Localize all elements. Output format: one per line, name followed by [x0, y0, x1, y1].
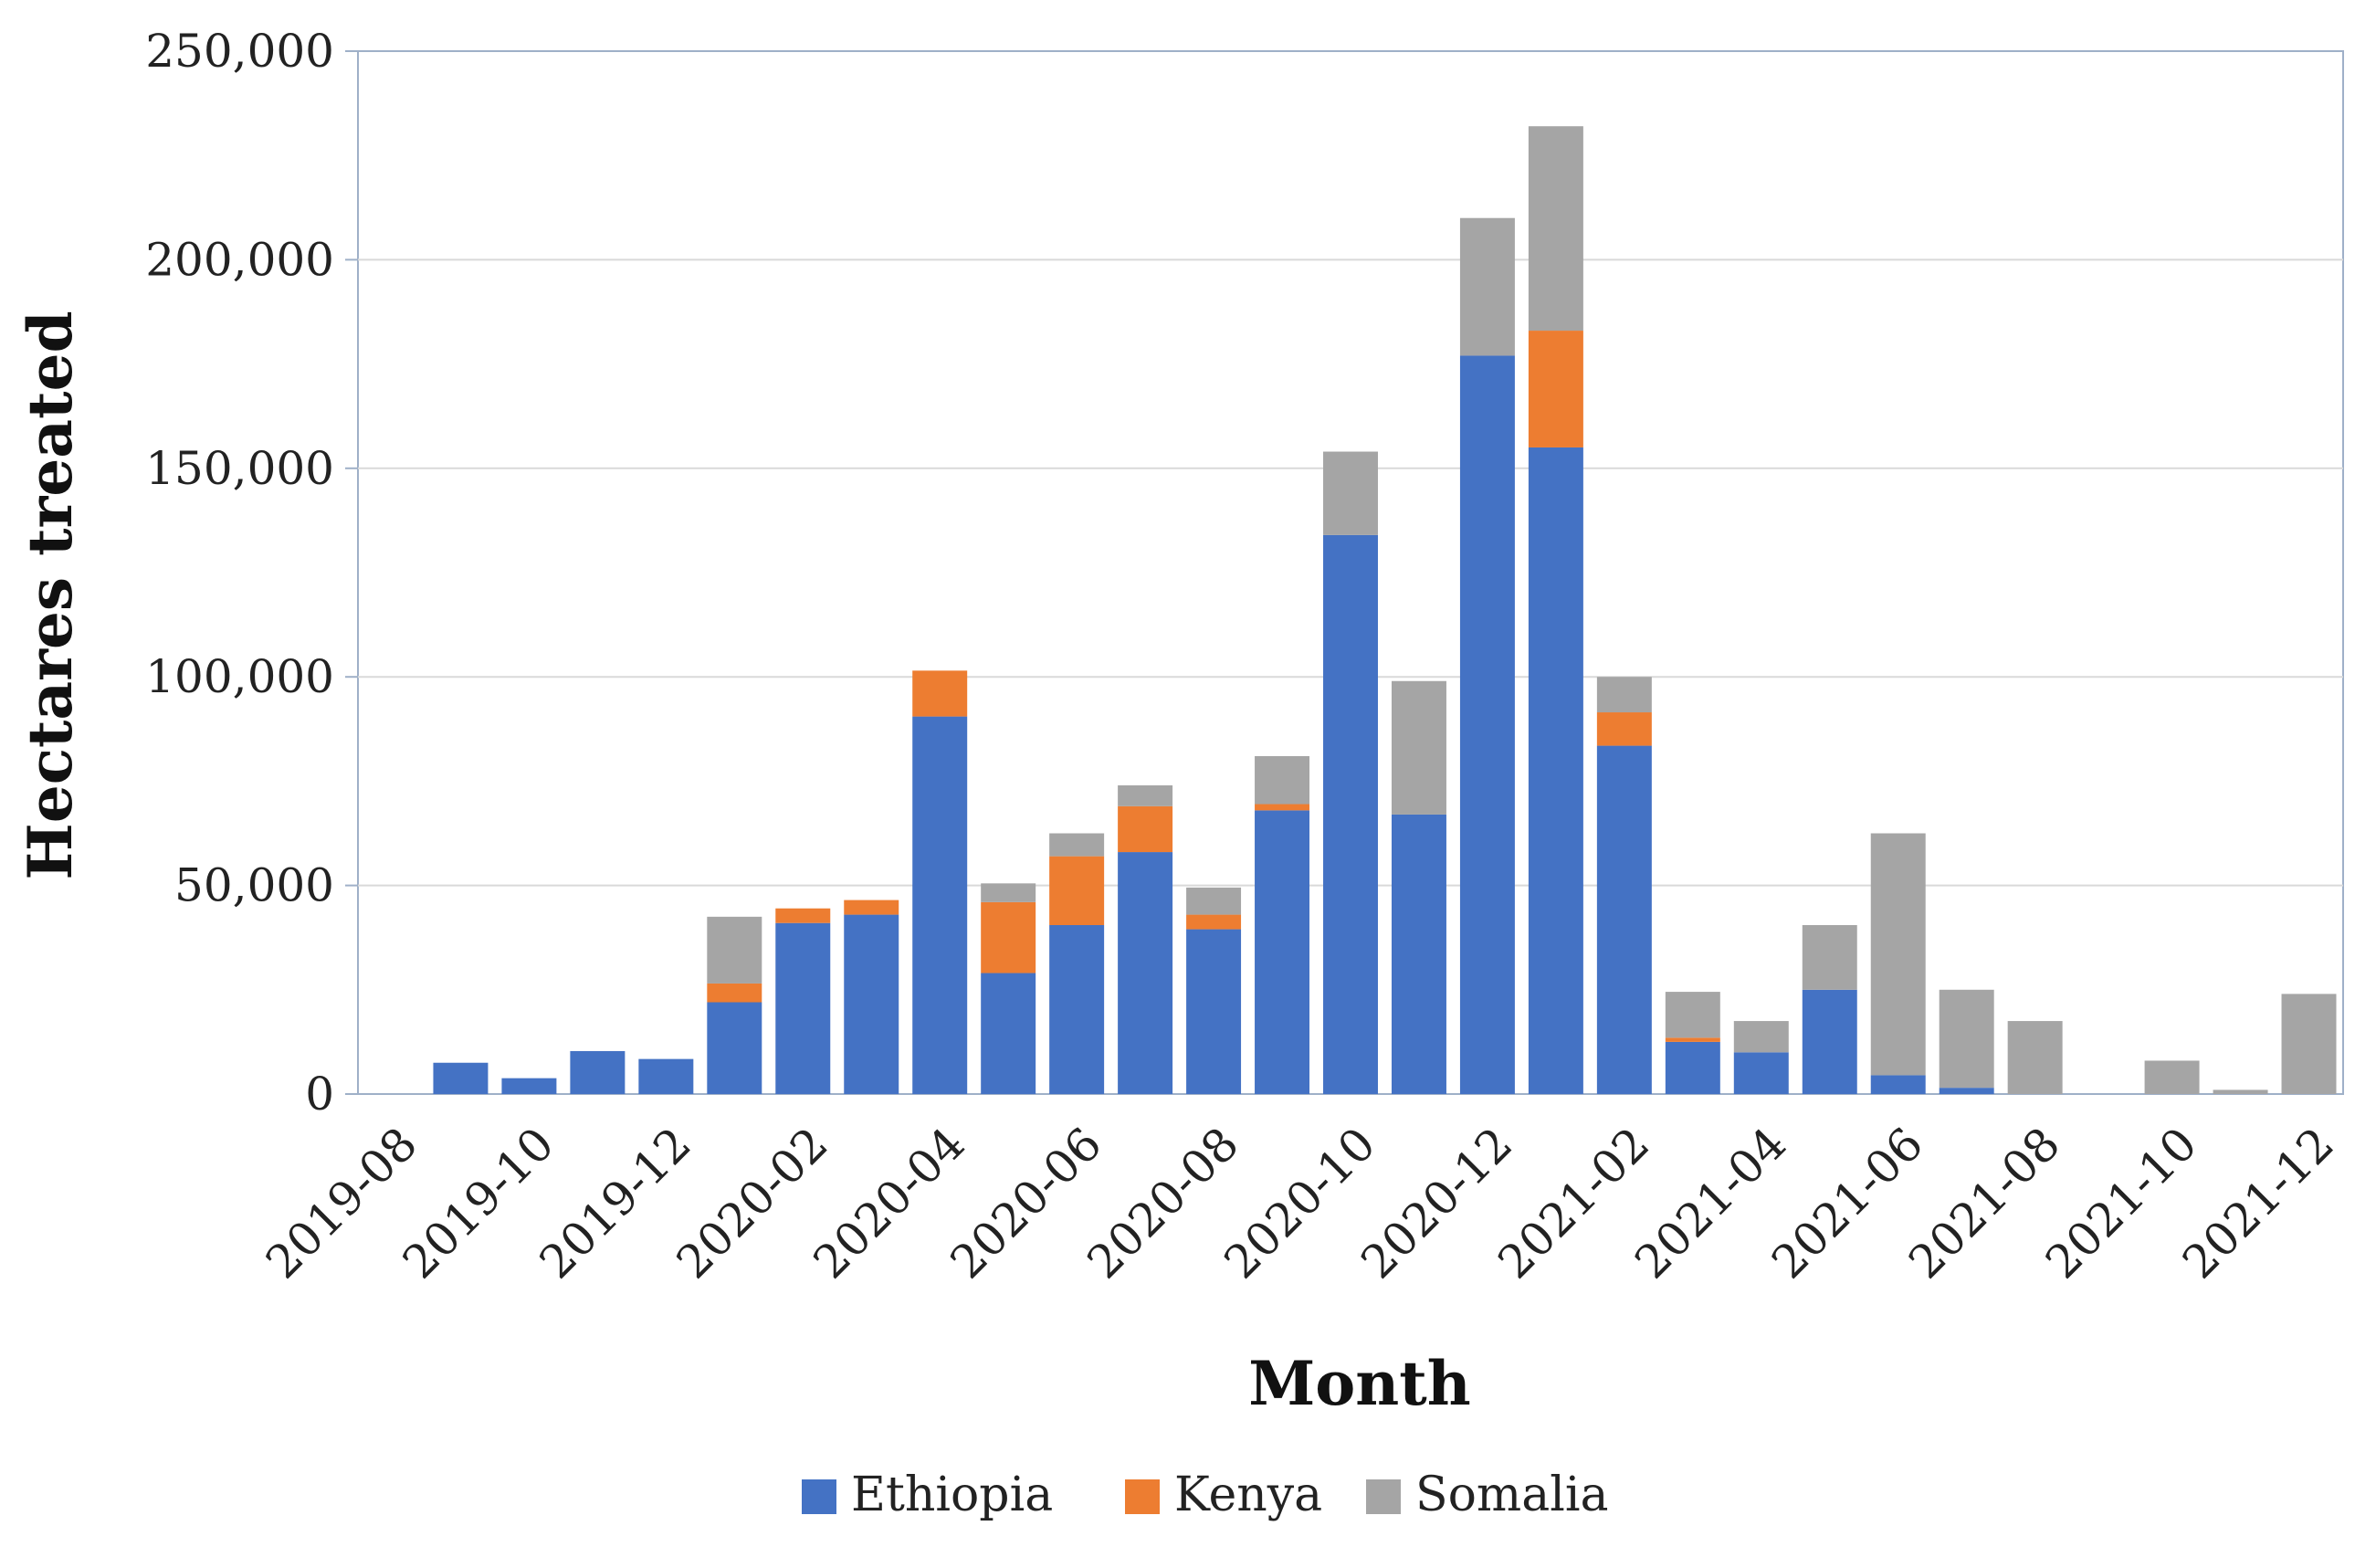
bar-segment-kenya — [1665, 1037, 1720, 1042]
bar-segment-ethiopia — [1255, 810, 1310, 1094]
bar-segment-ethiopia — [1391, 814, 1446, 1094]
legend-swatch-kenya — [1125, 1479, 1160, 1514]
bar-segment-ethiopia — [1323, 534, 1378, 1094]
bar-segment-kenya — [1596, 712, 1652, 746]
legend: Ethiopia Kenya Somalia — [802, 1468, 1609, 1522]
x-tick-label: 2020-08 — [1078, 1117, 1249, 1289]
y-axis: 0 50,000 100,000 150,000 200,000 250,000 — [145, 25, 358, 1121]
x-tick-label: 2020-06 — [941, 1117, 1112, 1289]
x-tick-label: 2019-08 — [256, 1117, 427, 1289]
bar-segment-ethiopia — [1118, 852, 1173, 1094]
x-tick-label: 2019-10 — [393, 1117, 564, 1289]
x-tick-label: 2021-02 — [1488, 1117, 1659, 1289]
x-tick-label: 2021-04 — [1624, 1117, 1796, 1289]
bar-segment-ethiopia — [1528, 447, 1583, 1095]
bar-segment-somalia — [1118, 784, 1173, 806]
bar-segment-ethiopia — [433, 1062, 489, 1094]
bar-segment-somalia — [1255, 755, 1310, 805]
bar-segment-kenya — [1118, 805, 1173, 853]
bar-segment-ethiopia — [501, 1078, 557, 1094]
bar-segment-kenya — [912, 670, 968, 717]
bar-segment-somalia — [1802, 924, 1857, 990]
bar-segment-ethiopia — [1802, 989, 1857, 1094]
bars — [433, 126, 2337, 1095]
bar-segment-ethiopia — [1186, 929, 1242, 1094]
bar-segment-kenya — [1528, 331, 1583, 447]
x-tick-label: 2021-10 — [2035, 1117, 2207, 1289]
legend-swatch-somalia — [1366, 1479, 1401, 1514]
x-tick-label: 2019-12 — [530, 1117, 701, 1289]
y-tick-label: 200,000 — [145, 233, 334, 286]
bar-segment-kenya — [1255, 804, 1310, 811]
bar-segment-ethiopia — [570, 1050, 626, 1094]
bar-segment-somalia — [1049, 833, 1105, 857]
bar-segment-ethiopia — [1665, 1041, 1720, 1094]
y-tick-label: 0 — [305, 1068, 334, 1121]
bar-segment-somalia — [1186, 887, 1242, 915]
bar-segment-kenya — [844, 900, 899, 915]
bar-segment-ethiopia — [844, 914, 899, 1094]
bar-segment-kenya — [981, 901, 1036, 973]
bar-segment-somalia — [707, 916, 762, 984]
bar-segment-somalia — [1323, 451, 1378, 535]
x-axis-title: Month — [1248, 1348, 1471, 1419]
x-tick-label: 2020-02 — [667, 1117, 838, 1289]
bar-segment-somalia — [981, 883, 1036, 902]
bar-segment-ethiopia — [1049, 924, 1105, 1094]
bar-segment-somalia — [2007, 1021, 2063, 1094]
bar-segment-somalia — [1528, 126, 1583, 331]
bar-segment-somalia — [2213, 1089, 2268, 1094]
bar-segment-somalia — [1665, 992, 1720, 1038]
bar-segment-somalia — [1733, 1021, 1789, 1053]
bar-segment-kenya — [775, 908, 831, 923]
x-tick-label: 2021-12 — [2172, 1117, 2344, 1289]
bar-segment-somalia — [2281, 994, 2337, 1094]
x-tick-label: 2020-04 — [804, 1117, 975, 1289]
bar-segment-kenya — [1049, 856, 1105, 925]
y-tick-label: 150,000 — [145, 442, 334, 495]
legend-swatch-ethiopia — [802, 1479, 836, 1514]
bar-segment-ethiopia — [1459, 355, 1515, 1094]
y-tick-label: 100,000 — [145, 650, 334, 703]
legend-label-kenya: Kenya — [1174, 1468, 1322, 1522]
bar-segment-somalia — [1391, 680, 1446, 815]
bar-segment-somalia — [2144, 1060, 2200, 1094]
bar-segment-ethiopia — [1733, 1052, 1789, 1094]
x-tick-label: 2021-08 — [1898, 1117, 2070, 1289]
bar-segment-kenya — [707, 983, 762, 1003]
bar-segment-ethiopia — [638, 1058, 694, 1094]
bar-segment-somalia — [1596, 677, 1652, 713]
legend-label-somalia: Somalia — [1415, 1468, 1609, 1522]
bar-segment-ethiopia — [775, 922, 831, 1094]
legend-label-ethiopia: Ethiopia — [851, 1468, 1053, 1522]
y-tick-label: 50,000 — [174, 859, 334, 912]
bar-segment-somalia — [1939, 989, 1994, 1089]
x-tick-label: 2021-06 — [1761, 1117, 1933, 1289]
y-tick-label: 250,000 — [145, 25, 334, 78]
bar-segment-ethiopia — [1939, 1088, 1994, 1094]
bar-segment-somalia — [1870, 833, 1926, 1076]
bar-segment-ethiopia — [1870, 1075, 1926, 1094]
bar-segment-ethiopia — [707, 1002, 762, 1094]
x-tick-label: 2020-12 — [1351, 1117, 1522, 1289]
bar-segment-ethiopia — [912, 716, 968, 1094]
y-axis-title: Hectares treated — [15, 310, 86, 879]
bar-segment-somalia — [1459, 217, 1515, 356]
bar-segment-kenya — [1186, 914, 1242, 930]
x-tick-label: 2020-10 — [1214, 1117, 1386, 1289]
x-axis: 2019-082019-102019-122020-022020-042020-… — [256, 1117, 2344, 1289]
bar-segment-ethiopia — [1596, 745, 1652, 1094]
bar-segment-ethiopia — [981, 973, 1036, 1094]
